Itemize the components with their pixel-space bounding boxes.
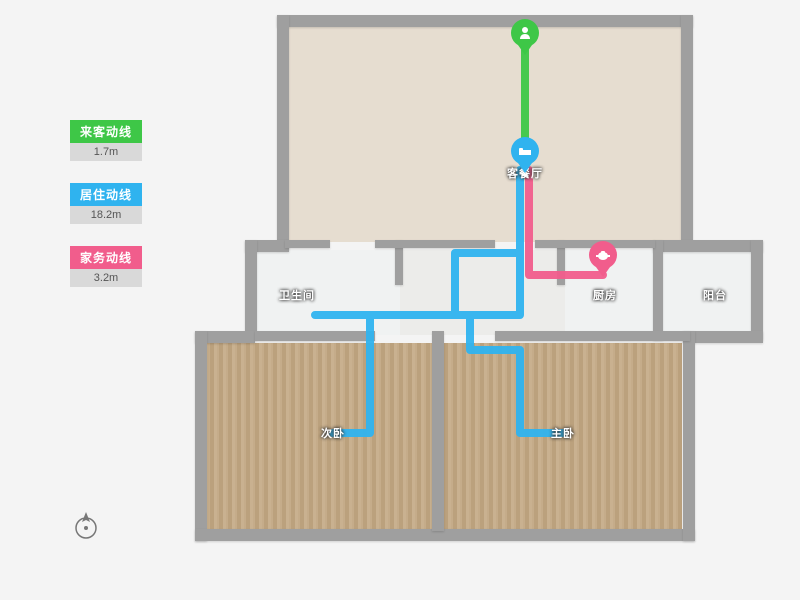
wall bbox=[375, 240, 495, 248]
marker-bed-ic bbox=[511, 137, 539, 173]
room-hall bbox=[400, 250, 565, 335]
room-label-balcony: 阳台 bbox=[703, 287, 727, 303]
wall bbox=[285, 240, 330, 248]
room-label-bed1: 主卧 bbox=[551, 425, 575, 441]
legend-item-guest: 来客动线 1.7m bbox=[70, 120, 142, 161]
room-label-bathroom: 卫生间 bbox=[279, 287, 315, 303]
room-label-kitchen: 厨房 bbox=[593, 287, 617, 303]
legend-item-chore: 家务动线 3.2m bbox=[70, 246, 142, 287]
marker-entry bbox=[511, 19, 539, 55]
legend: 来客动线 1.7m 居住动线 18.2m 家务动线 3.2m bbox=[70, 120, 142, 309]
legend-title-living: 居住动线 bbox=[70, 183, 142, 206]
room-living bbox=[285, 27, 685, 242]
legend-item-living: 居住动线 18.2m bbox=[70, 183, 142, 224]
wall bbox=[683, 331, 763, 343]
wall bbox=[681, 15, 693, 250]
floor-plan: 客餐厅卫生间厨房阳台次卧主卧 bbox=[195, 15, 765, 570]
wall bbox=[751, 240, 763, 340]
pot-icon bbox=[589, 241, 617, 269]
wall bbox=[195, 529, 695, 541]
marker-pot-ic bbox=[589, 241, 617, 277]
room-bathroom bbox=[255, 250, 400, 335]
legend-value-chore: 3.2m bbox=[70, 269, 142, 287]
legend-title-guest: 来客动线 bbox=[70, 120, 142, 143]
wall bbox=[277, 15, 693, 27]
compass-icon bbox=[70, 508, 102, 540]
wall bbox=[277, 15, 289, 250]
room-bed2 bbox=[199, 343, 434, 533]
legend-value-living: 18.2m bbox=[70, 206, 142, 224]
wall bbox=[255, 331, 375, 341]
legend-title-chore: 家务动线 bbox=[70, 246, 142, 269]
wall bbox=[495, 331, 690, 341]
wall bbox=[195, 331, 207, 541]
wall bbox=[683, 331, 695, 541]
room-label-bed2: 次卧 bbox=[321, 425, 345, 441]
legend-value-guest: 1.7m bbox=[70, 143, 142, 161]
person-icon bbox=[511, 19, 539, 47]
wall bbox=[653, 240, 763, 252]
bed-icon bbox=[511, 137, 539, 165]
wall bbox=[653, 240, 663, 340]
wall bbox=[432, 331, 444, 531]
wall bbox=[245, 240, 257, 340]
